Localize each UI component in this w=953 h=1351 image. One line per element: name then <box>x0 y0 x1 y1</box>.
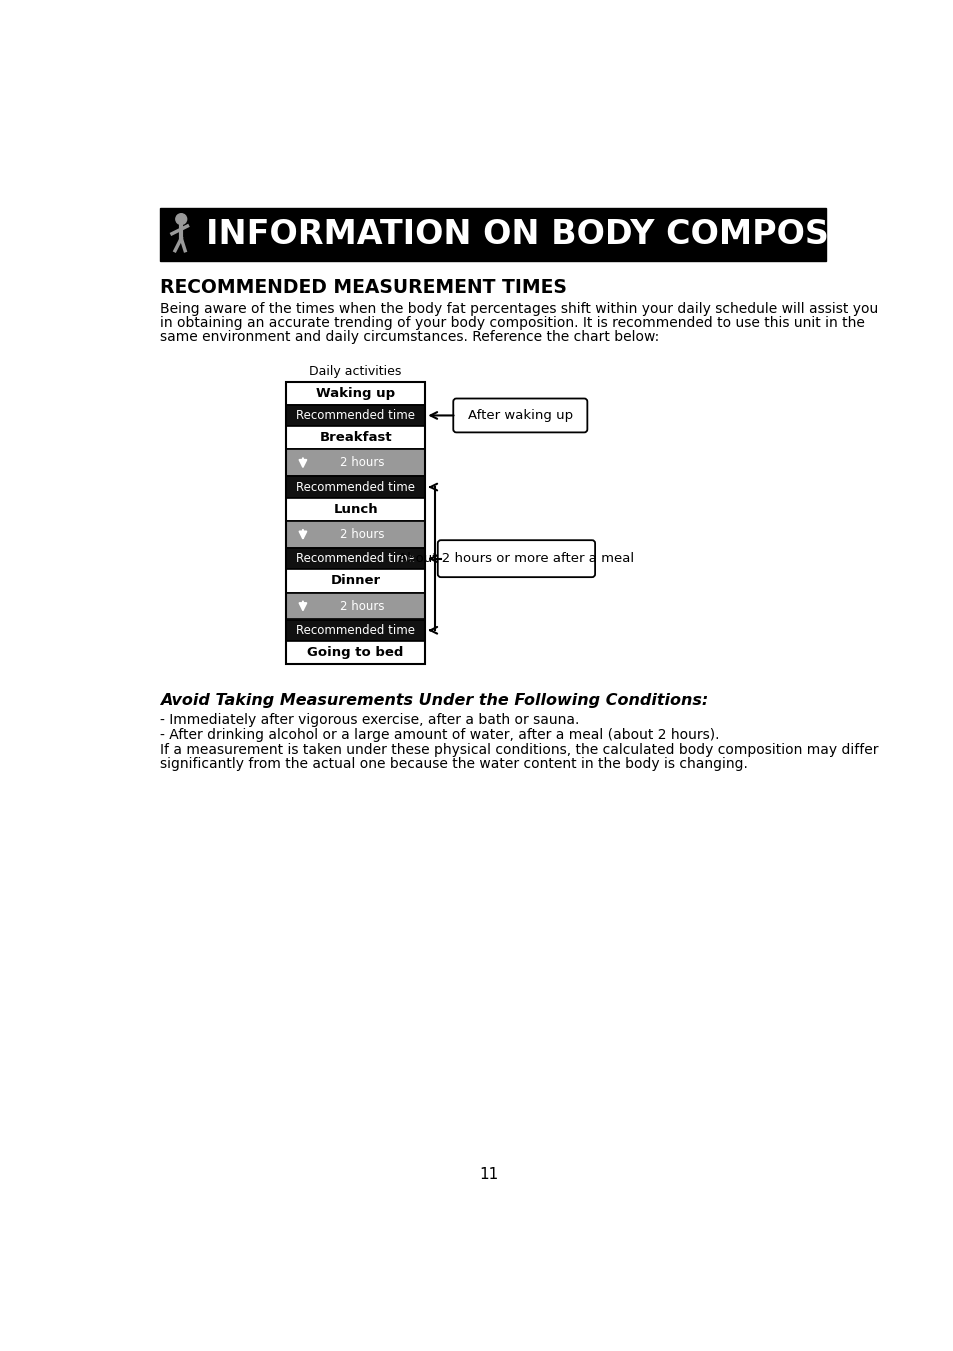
FancyBboxPatch shape <box>437 540 595 577</box>
Text: After waking up: After waking up <box>467 409 572 422</box>
Bar <box>286 521 425 549</box>
Text: Waking up: Waking up <box>315 386 395 400</box>
Text: 2 hours: 2 hours <box>339 457 384 469</box>
Text: - After drinking alcohol or a large amount of water, after a meal (about 2 hours: - After drinking alcohol or a large amou… <box>159 728 719 742</box>
Bar <box>286 477 425 497</box>
Text: same environment and daily circumstances. Reference the chart below:: same environment and daily circumstances… <box>159 330 659 345</box>
Bar <box>286 593 425 620</box>
Text: Daily activities: Daily activities <box>309 365 401 378</box>
Bar <box>286 549 425 570</box>
FancyBboxPatch shape <box>453 399 587 432</box>
Text: If a measurement is taken under these physical conditions, the calculated body c: If a measurement is taken under these ph… <box>159 743 877 757</box>
Bar <box>159 208 825 261</box>
Text: Recommended time: Recommended time <box>295 624 415 636</box>
Text: Recommended time: Recommended time <box>295 553 415 565</box>
Text: - Immediately after vigorous exercise, after a bath or sauna.: - Immediately after vigorous exercise, a… <box>159 713 578 727</box>
Bar <box>286 620 425 642</box>
Text: 11: 11 <box>478 1167 498 1182</box>
Text: Recommended time: Recommended time <box>295 409 415 422</box>
Text: Going to bed: Going to bed <box>307 646 403 659</box>
Text: Lunch: Lunch <box>333 503 377 516</box>
Bar <box>286 497 425 521</box>
Bar <box>286 405 425 426</box>
Circle shape <box>175 213 187 224</box>
Text: Avoid Taking Measurements Under the Following Conditions:: Avoid Taking Measurements Under the Foll… <box>159 693 707 708</box>
Text: INFORMATION ON BODY COMPOSITION: INFORMATION ON BODY COMPOSITION <box>206 218 932 251</box>
Bar <box>286 642 425 665</box>
Text: significantly from the actual one because the water content in the body is chang: significantly from the actual one becaus… <box>159 758 746 771</box>
Text: Being aware of the times when the body fat percentages shift within your daily s: Being aware of the times when the body f… <box>159 303 877 316</box>
Text: 2 hours: 2 hours <box>339 528 384 540</box>
Bar <box>286 381 425 665</box>
Bar <box>286 426 425 450</box>
Text: in obtaining an accurate trending of your body composition. It is recommended to: in obtaining an accurate trending of you… <box>159 316 863 330</box>
Bar <box>286 450 425 477</box>
Text: 2 hours: 2 hours <box>339 600 384 612</box>
Text: RECOMMENDED MEASUREMENT TIMES: RECOMMENDED MEASUREMENT TIMES <box>159 277 566 297</box>
Bar <box>286 381 425 405</box>
Text: About 2 hours or more after a meal: About 2 hours or more after a meal <box>398 553 634 565</box>
Text: Dinner: Dinner <box>331 574 380 588</box>
Bar <box>286 570 425 593</box>
Text: Recommended time: Recommended time <box>295 481 415 493</box>
Text: Breakfast: Breakfast <box>319 431 392 444</box>
